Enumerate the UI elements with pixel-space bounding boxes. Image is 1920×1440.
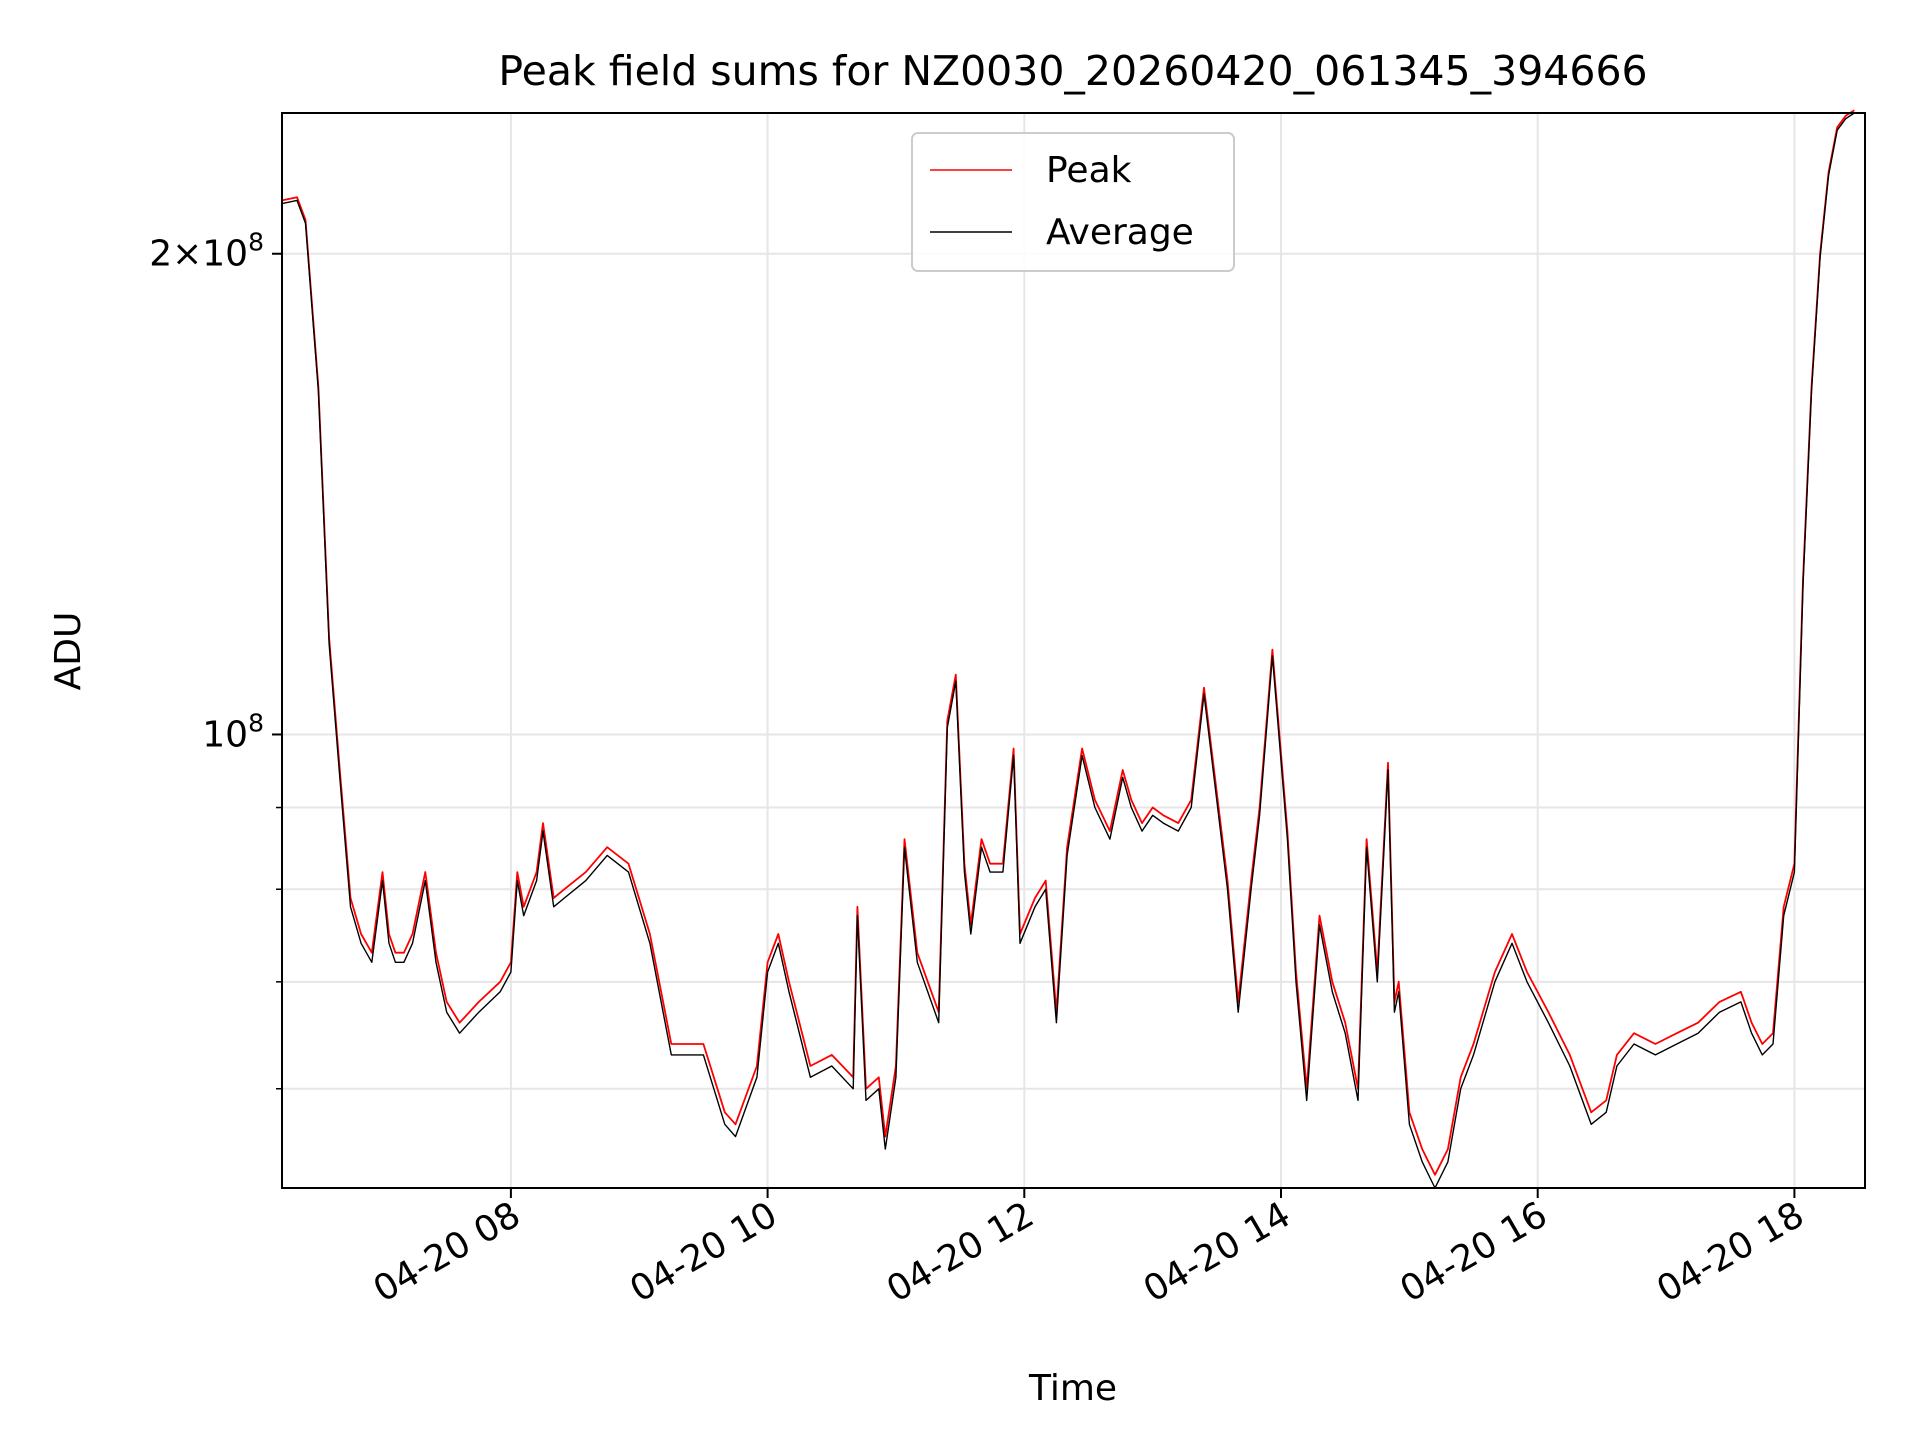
legend: Peak Average — [911, 132, 1235, 272]
y-tick-label: 108 — [202, 708, 264, 755]
legend-box — [911, 132, 1235, 272]
x-axis-label: Time — [1028, 1368, 1117, 1409]
series-line-average — [281, 112, 1855, 1189]
plot-frame — [281, 112, 1866, 1189]
legend-label-average: Average — [1046, 212, 1194, 253]
series-layer — [281, 109, 1855, 1189]
y-axis-label: ADU — [48, 612, 89, 691]
chart-title: Peak field sums for NZ0030_20260420_0613… — [498, 47, 1647, 95]
y-tick-label: 2×108 — [149, 228, 264, 275]
legend-label-peak: Peak — [1046, 150, 1132, 191]
